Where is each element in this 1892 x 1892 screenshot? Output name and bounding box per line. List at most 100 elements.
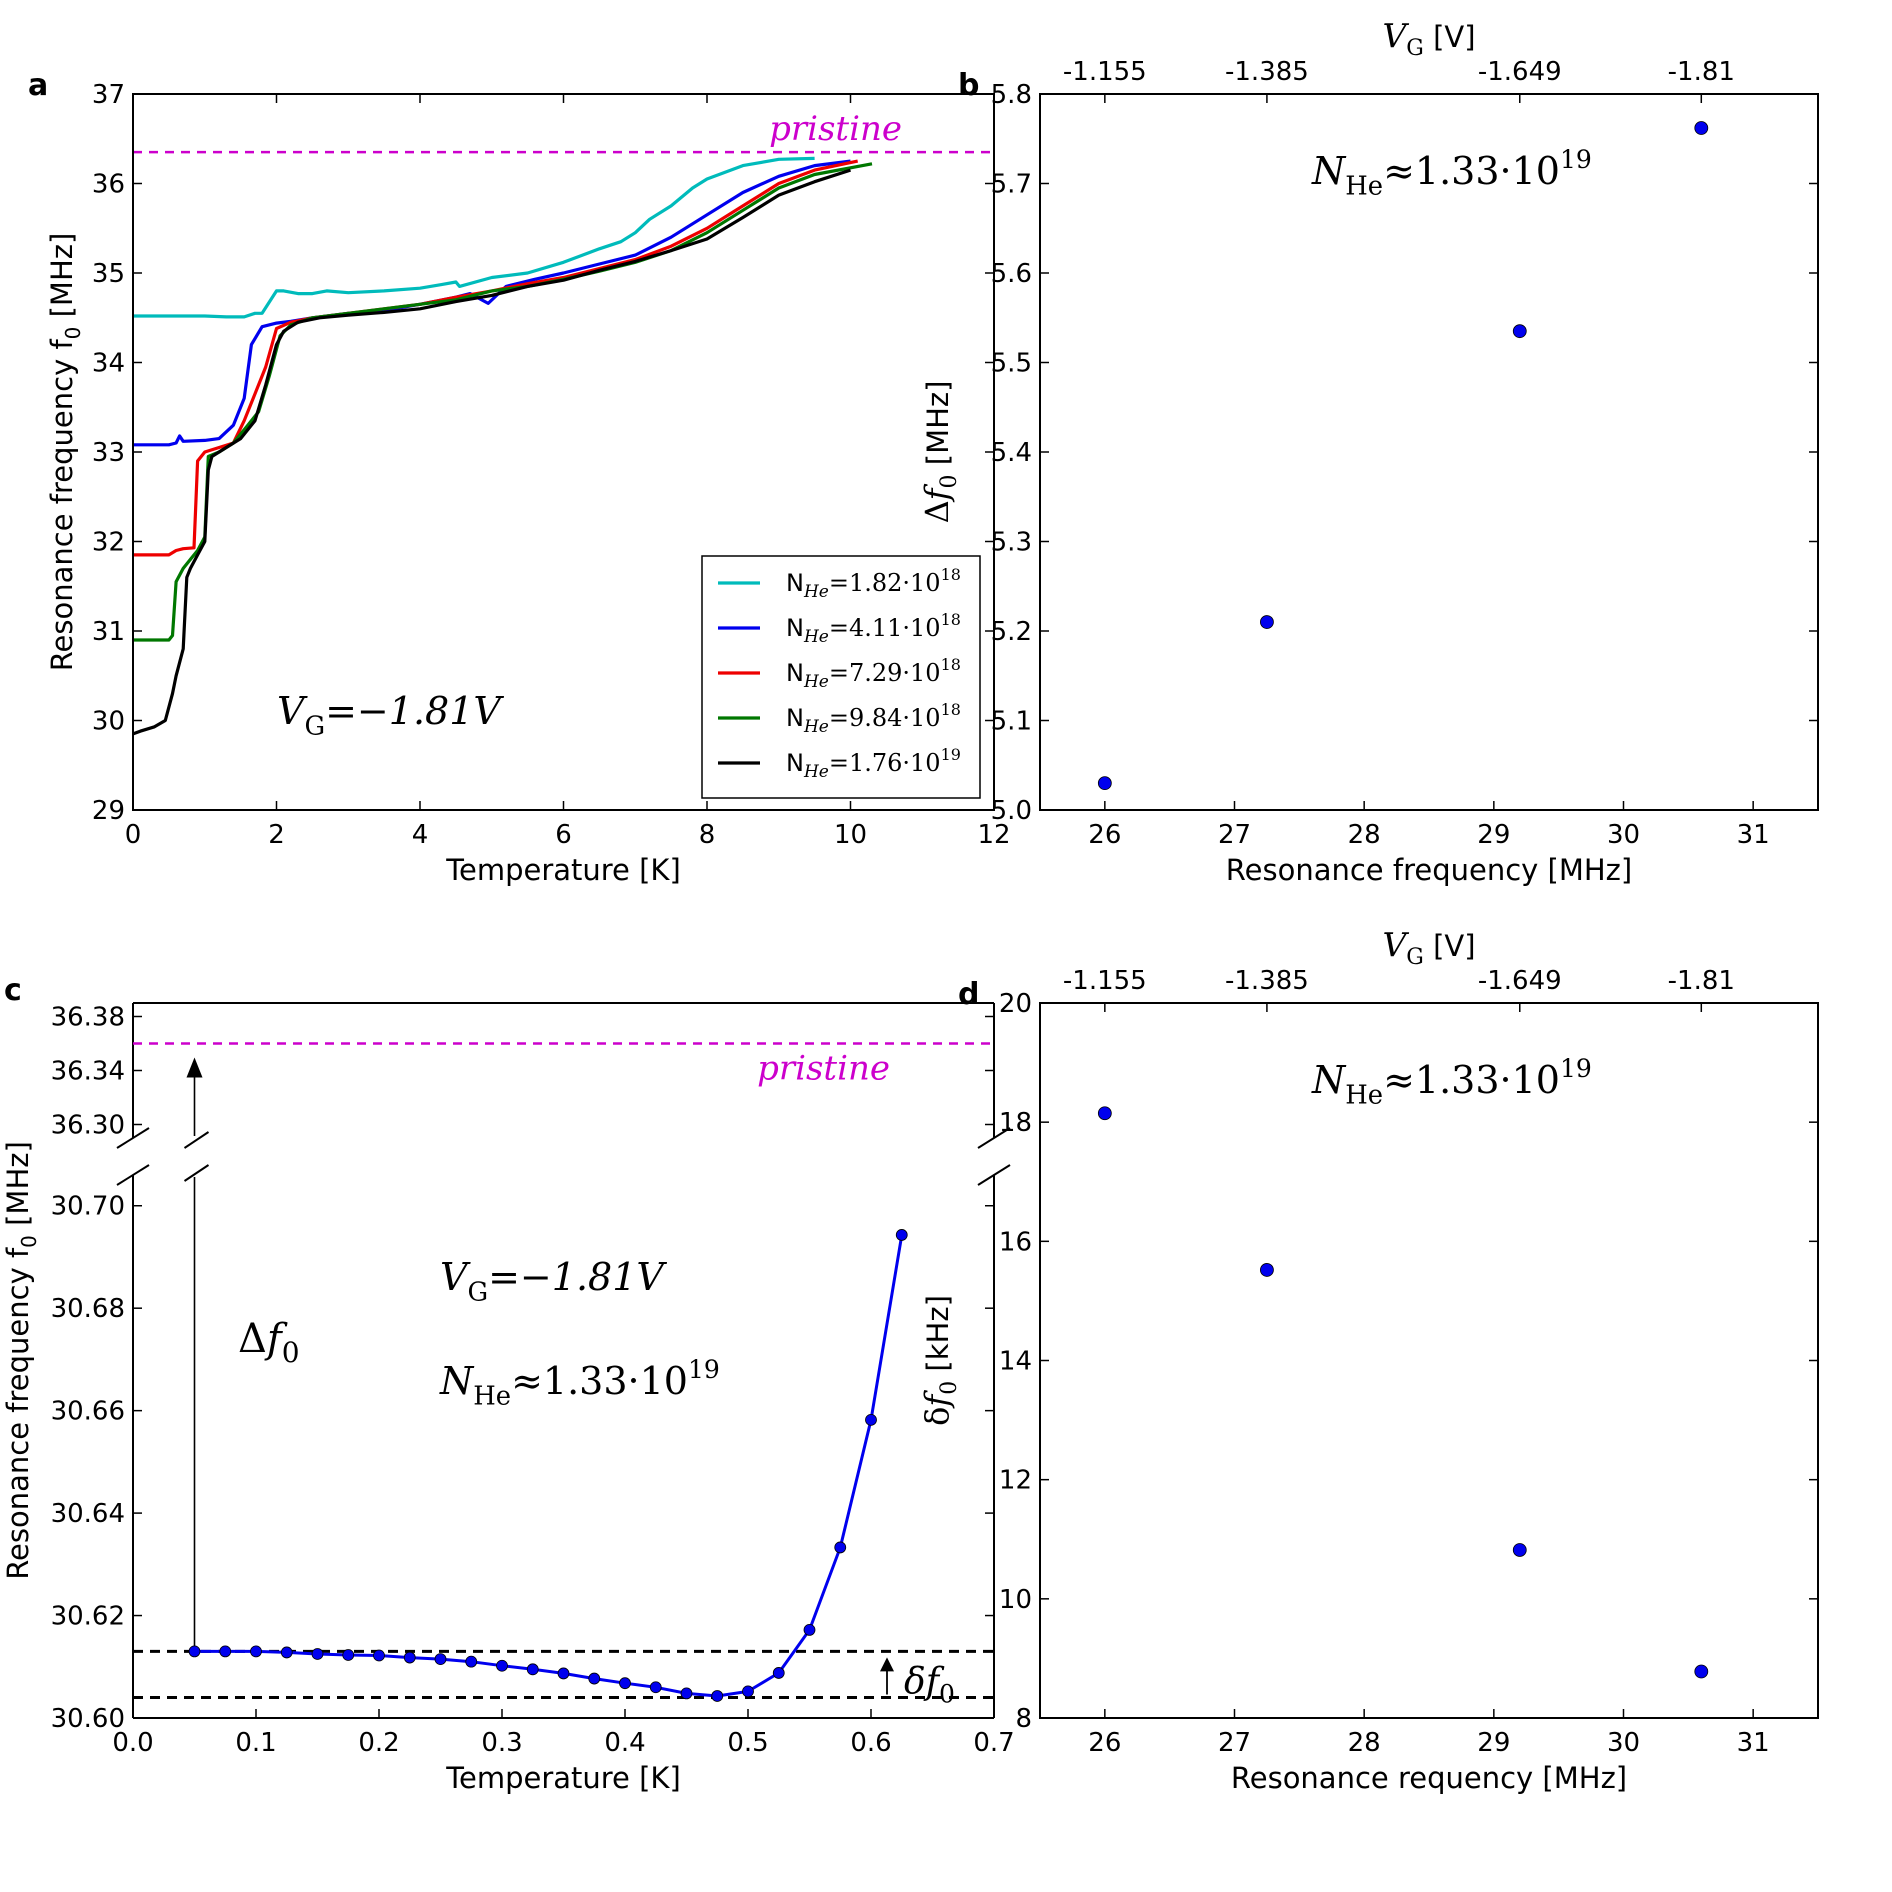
x-tick-label: 0 <box>125 820 142 850</box>
nhe-annotation: NHe≈1.33·1019 <box>1311 1054 1592 1111</box>
y-tick-label: 37 <box>92 80 125 110</box>
annotation-sub: He <box>1345 172 1383 202</box>
y-tick-label: 30 <box>92 707 125 737</box>
annotation-rest: =−1.81V <box>325 689 504 733</box>
y-axis-label-sub: 0 <box>61 327 85 340</box>
y-axis-label-unit: [MHz] <box>45 233 79 327</box>
annotation-main: N <box>439 1359 475 1403</box>
x-axis-label: Temperature [K] <box>445 1761 681 1795</box>
x-tick-label: 0.3 <box>481 1728 522 1758</box>
top-axis-label-main: V <box>1382 16 1409 55</box>
annotation-exp: 19 <box>1560 1054 1592 1083</box>
data-point-1 <box>1097 1106 1112 1121</box>
y-tick-label: 8 <box>1015 1704 1032 1734</box>
x-tick-label: 0.0 <box>112 1728 153 1758</box>
y-tick-label: 18 <box>999 1108 1032 1138</box>
data-point-10 <box>465 1655 478 1668</box>
legend-name: N <box>786 704 804 732</box>
annotation-sub: G <box>304 712 325 742</box>
axis-break-mark-right <box>977 1164 1011 1186</box>
x-tick-label: 31 <box>1737 820 1770 850</box>
delta-f0-label: Δf0 <box>238 1316 300 1369</box>
legend-entry-3: NHe=7.29·1018 <box>786 655 961 692</box>
x-tick-label: 0.5 <box>727 1728 768 1758</box>
top-axis-label-unit: [V] <box>1424 20 1476 54</box>
legend-sub: He <box>803 762 829 782</box>
y-tick-label: 5.3 <box>991 528 1032 558</box>
annotation-exp: 19 <box>688 1355 720 1384</box>
top-tick-label: -1.385 <box>1225 966 1309 996</box>
top-axis-label-main: V <box>1382 925 1409 964</box>
legend-name: N <box>786 569 804 597</box>
data-point-3 <box>1512 1543 1527 1557</box>
y-axis-label-symbol: Δ <box>918 500 956 523</box>
data-point-1 <box>188 1645 201 1658</box>
delta-arrow-break-mark <box>183 1164 210 1182</box>
data-point-1 <box>1097 776 1112 791</box>
y-tick-label: 31 <box>92 617 125 647</box>
x-tick-label: 2 <box>268 820 285 850</box>
y-tick-label: 5.1 <box>991 707 1032 737</box>
x-tick-label: 30 <box>1607 820 1640 850</box>
vg-annotation: VG=−1.81V <box>277 689 504 742</box>
panel-b: b 26 27 28 29 30 31 5.0 5.1 5.2 5.3 5.4 5.5 5.6 5.7 5.8… <box>918 16 1819 887</box>
small-delta-arrow-head <box>880 1657 894 1672</box>
axis-break-mark-left <box>116 1127 150 1149</box>
x-tick-label: 0.4 <box>604 1728 645 1758</box>
y-tick-label: 14 <box>999 1347 1032 1377</box>
top-tick-label: -1.155 <box>1063 966 1147 996</box>
top-tick-label: -1.649 <box>1478 966 1562 996</box>
pristine-label: pristine <box>757 1049 890 1089</box>
data-point-8 <box>403 1651 416 1664</box>
series-line <box>194 1234 904 1698</box>
x-tick-label: 8 <box>699 820 716 850</box>
legend-box <box>701 555 981 799</box>
annotation-exp: 19 <box>1560 145 1592 174</box>
x-tick-label: 31 <box>1737 1728 1770 1758</box>
x-tick-label: 0.7 <box>973 1728 1014 1758</box>
data-point-21 <box>803 1623 816 1636</box>
series-line-3 <box>133 159 859 557</box>
panel-label: a <box>28 68 48 103</box>
x-tick-label: 0.6 <box>850 1728 891 1758</box>
panel-d: d 26 27 28 29 30 31 8 10 12 14 16 18 20 Resonance requ… <box>918 925 1819 1795</box>
legend-sub: He <box>803 717 829 737</box>
data-point-17 <box>680 1687 693 1700</box>
y-tick-label: 30.64 <box>51 1499 125 1529</box>
top-axis-label-sub: G <box>1406 945 1424 970</box>
annotation-rest: =−1.81V <box>488 1255 667 1299</box>
y-axis-label-main: Resonance frequency f <box>45 339 79 672</box>
x-tick-label: 27 <box>1218 1728 1251 1758</box>
x-axis-label: Temperature [K] <box>445 853 681 887</box>
legend-value: =7.29·10 <box>829 659 941 687</box>
data-point-6 <box>342 1649 355 1661</box>
x-tick-label: 12 <box>977 820 1010 850</box>
nhe-annotation: NHe≈1.33·1019 <box>439 1355 720 1412</box>
annotation-rest: ≈1.33·10 <box>1383 149 1560 193</box>
data-point-23 <box>865 1413 877 1426</box>
y-axis-label: Resonance frequency f0 [MHz] <box>1 1141 41 1580</box>
y-axis-label: Δf0 [MHz] <box>918 381 962 524</box>
y-tick-label: 16 <box>999 1227 1032 1257</box>
y-axis-label: δf0 [kHz] <box>918 1295 962 1426</box>
pristine-label: pristine <box>769 109 902 149</box>
annotation-sub: G <box>467 1278 488 1308</box>
top-axis-label-sub: G <box>1406 36 1424 61</box>
x-tick-label: 27 <box>1218 820 1251 850</box>
y-tick-label: 33 <box>92 438 125 468</box>
x-tick-label: 28 <box>1348 820 1381 850</box>
data-point-7 <box>373 1649 385 1662</box>
y-axis-label-unit: [kHz] <box>921 1295 955 1381</box>
y-tick-label: 30.68 <box>51 1294 125 1324</box>
legend-sub: He <box>803 627 829 647</box>
y-tick-label: 5.6 <box>991 259 1032 289</box>
data-point-16 <box>649 1681 662 1694</box>
data-point-4 <box>1694 121 1709 135</box>
legend-name: N <box>786 659 804 687</box>
legend-exp: 18 <box>941 655 961 674</box>
y-tick-label: 5.8 <box>991 80 1032 110</box>
y-tick-label: 20 <box>999 989 1032 1019</box>
y-tick-label: 36 <box>92 170 125 200</box>
axis-break-mark-right <box>977 1127 1011 1149</box>
legend-exp: 18 <box>941 565 961 584</box>
